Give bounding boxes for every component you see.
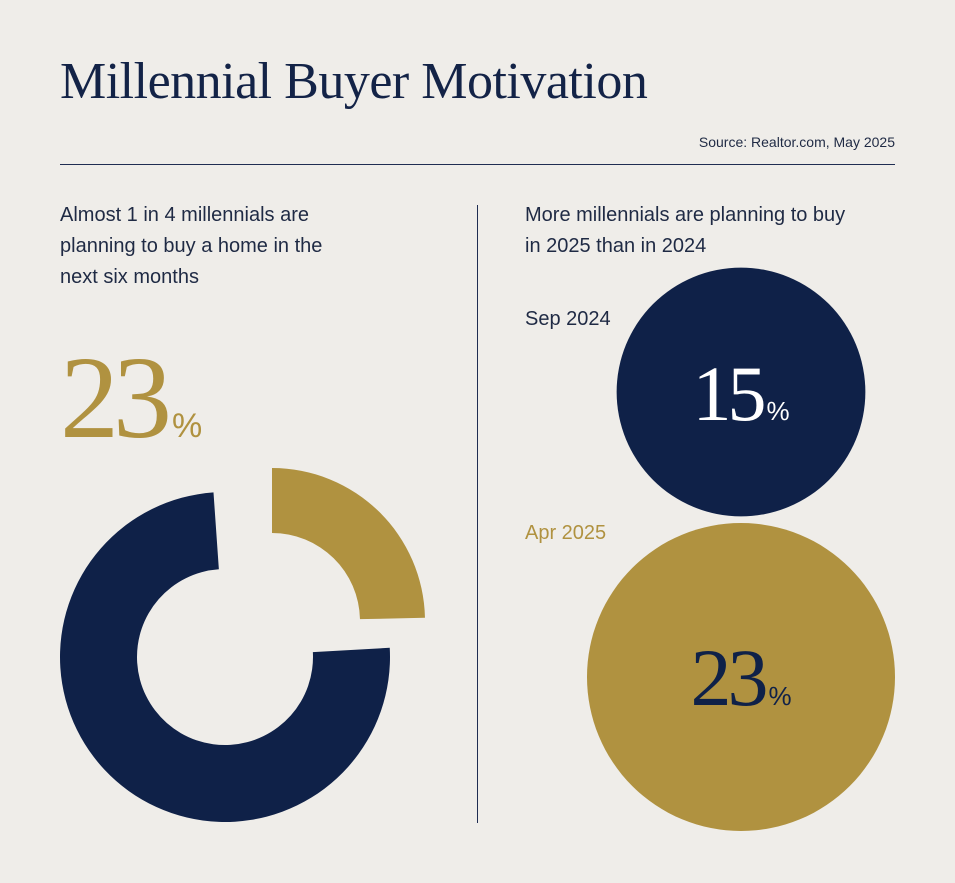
right-caption: More millennials are planning to buy in … (525, 204, 846, 257)
bubble-value-sep-2024: 15% (692, 350, 789, 437)
bubble-unit-apr-2025: % (768, 681, 791, 711)
header-divider (60, 164, 895, 165)
bubble-apr-2025 (587, 523, 895, 831)
bubble-label-sep-2024: Sep 2024 (525, 308, 611, 330)
bubble-number-sep-2024: 15 (692, 350, 763, 437)
bubble-unit-sep-2024: % (766, 396, 789, 426)
bubble-chart: 15% 23% (587, 267, 895, 831)
big-stat: 23% (60, 330, 202, 466)
left-caption: Almost 1 in 4 millennials are planning t… (60, 204, 323, 288)
column-divider (477, 205, 478, 823)
big-stat-unit: % (172, 407, 203, 445)
bubble-value-apr-2025: 23% (690, 632, 791, 723)
bubble-label-apr-2025: Apr 2025 (525, 522, 607, 544)
bubble-number-apr-2025: 23 (690, 632, 765, 723)
bubble-sep-2024 (616, 267, 866, 517)
big-stat-value: 23 (60, 332, 172, 463)
donut-segment-planning (272, 468, 425, 620)
page-title: Millennial Buyer Motivation (60, 53, 648, 110)
source-note: Source: Realtor.com, May 2025 (698, 134, 895, 150)
donut-segment-other (60, 492, 390, 822)
donut-chart (60, 468, 425, 822)
